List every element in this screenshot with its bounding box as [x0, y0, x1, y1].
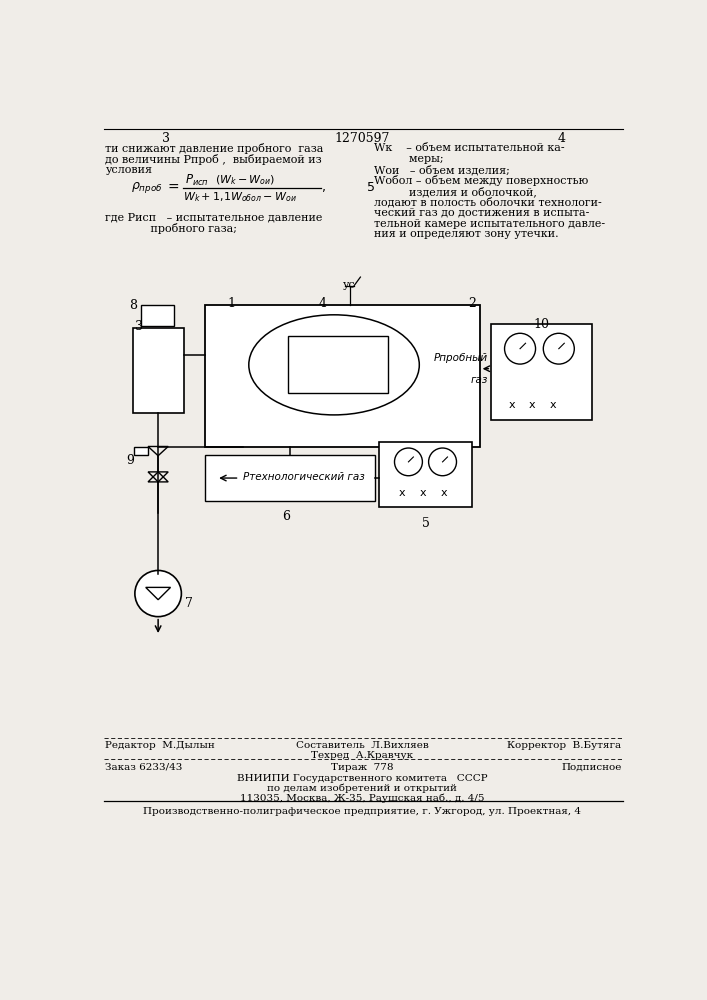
- Text: Pпробный: Pпробный: [433, 353, 488, 363]
- Bar: [204, 305, 480, 447]
- Text: до величины Pпроб ,  выбираемой из: до величины Pпроб , выбираемой из: [105, 154, 322, 165]
- Text: $W_k + 1{,}1W_{\mathit{обол}} - W_{\mathit{ои}}$: $W_k + 1{,}1W_{\mathit{обол}} - W_{\math…: [183, 190, 297, 204]
- Text: 1270597: 1270597: [334, 132, 390, 145]
- Text: $\rho_{\mathit{проб}}$: $\rho_{\mathit{проб}}$: [131, 180, 163, 195]
- Text: по делам изобретений и открытий: по делам изобретений и открытий: [267, 784, 457, 793]
- Text: 3: 3: [162, 132, 170, 145]
- Text: Заказ 6233/43: Заказ 6233/43: [105, 763, 183, 772]
- Text: 5: 5: [367, 181, 375, 194]
- Text: Корректор  В.Бутяга: Корректор В.Бутяга: [508, 741, 621, 750]
- Text: пробного газа;: пробного газа;: [105, 223, 238, 234]
- Text: 4: 4: [557, 132, 565, 145]
- Text: 7: 7: [185, 597, 193, 610]
- Ellipse shape: [249, 315, 419, 415]
- Text: ния и определяют зону утечки.: ния и определяют зону утечки.: [373, 229, 559, 239]
- Text: лодают в полость оболочки технологи-: лодают в полость оболочки технологи-: [373, 197, 602, 208]
- Text: Тираж  778: Тираж 778: [331, 763, 393, 772]
- Text: 6: 6: [282, 510, 290, 523]
- Text: ВНИИПИ Государственного комитета   СССР: ВНИИПИ Государственного комитета СССР: [237, 774, 487, 783]
- Text: 3: 3: [135, 320, 143, 333]
- Bar: [491, 324, 592, 420]
- Text: Pтехнологический газ: Pтехнологический газ: [243, 472, 365, 482]
- Circle shape: [135, 570, 182, 617]
- Bar: [379, 442, 472, 507]
- Bar: [204, 455, 375, 501]
- Text: тельной камере испытательного давле-: тельной камере испытательного давле-: [373, 219, 604, 229]
- Text: изделия и оболочкой,: изделия и оболочкой,: [373, 186, 537, 197]
- Text: 4: 4: [319, 297, 327, 310]
- Text: x: x: [420, 488, 426, 498]
- Text: 9: 9: [127, 454, 134, 467]
- Text: Подписное: Подписное: [561, 763, 621, 772]
- Text: 8: 8: [129, 299, 137, 312]
- Text: Производственно-полиграфическое предприятие, г. Ужгород, ул. Проектная, 4: Производственно-полиграфическое предприя…: [143, 807, 581, 816]
- Text: $P_{\mathit{исп}}$: $P_{\mathit{исп}}$: [185, 173, 209, 188]
- Text: 10: 10: [534, 318, 550, 331]
- Text: Wои   – объем изделия;: Wои – объем изделия;: [373, 165, 510, 175]
- Text: 113035, Москва, Ж-35, Раушская наб., д. 4/5: 113035, Москва, Ж-35, Раушская наб., д. …: [240, 794, 484, 803]
- Bar: [288, 336, 388, 393]
- Text: =: =: [168, 181, 180, 195]
- Text: Составитель  Л.Вихляев: Составитель Л.Вихляев: [296, 741, 428, 750]
- Text: ,: ,: [322, 181, 327, 194]
- Text: x: x: [440, 488, 448, 498]
- Text: меры;: меры;: [373, 154, 443, 164]
- Circle shape: [395, 448, 422, 476]
- Text: ческий газ до достижения в испыта-: ческий газ до достижения в испыта-: [373, 208, 589, 218]
- Text: Техред  А.Кравчук: Техред А.Кравчук: [311, 751, 413, 760]
- Circle shape: [543, 333, 574, 364]
- Circle shape: [505, 333, 535, 364]
- Bar: [134, 447, 148, 455]
- Text: x: x: [399, 488, 406, 498]
- Text: Редактор  М.Дылын: Редактор М.Дылын: [105, 741, 215, 750]
- Bar: [134, 328, 184, 413]
- Circle shape: [428, 448, 457, 476]
- Text: газ: газ: [470, 375, 488, 385]
- Text: Wк    – объем испытательной ка-: Wк – объем испытательной ка-: [373, 143, 564, 153]
- Text: x: x: [529, 400, 536, 410]
- Text: 5: 5: [421, 517, 429, 530]
- Text: x: x: [549, 400, 556, 410]
- Text: ти снижают давление пробного  газа: ти снижают давление пробного газа: [105, 143, 324, 154]
- Text: условия: условия: [105, 165, 153, 175]
- Bar: [141, 305, 174, 326]
- Text: ус: ус: [344, 280, 356, 290]
- Text: где Pисп   – испытательное давление: где Pисп – испытательное давление: [105, 212, 323, 222]
- Text: $(W_k - W_{\mathit{ои}})$: $(W_k - W_{\mathit{ои}})$: [215, 173, 275, 187]
- Text: 2: 2: [468, 297, 476, 310]
- Text: Wобол – объем между поверхностью: Wобол – объем между поверхностью: [373, 175, 588, 186]
- Text: x: x: [509, 400, 515, 410]
- Text: 1: 1: [228, 297, 236, 310]
